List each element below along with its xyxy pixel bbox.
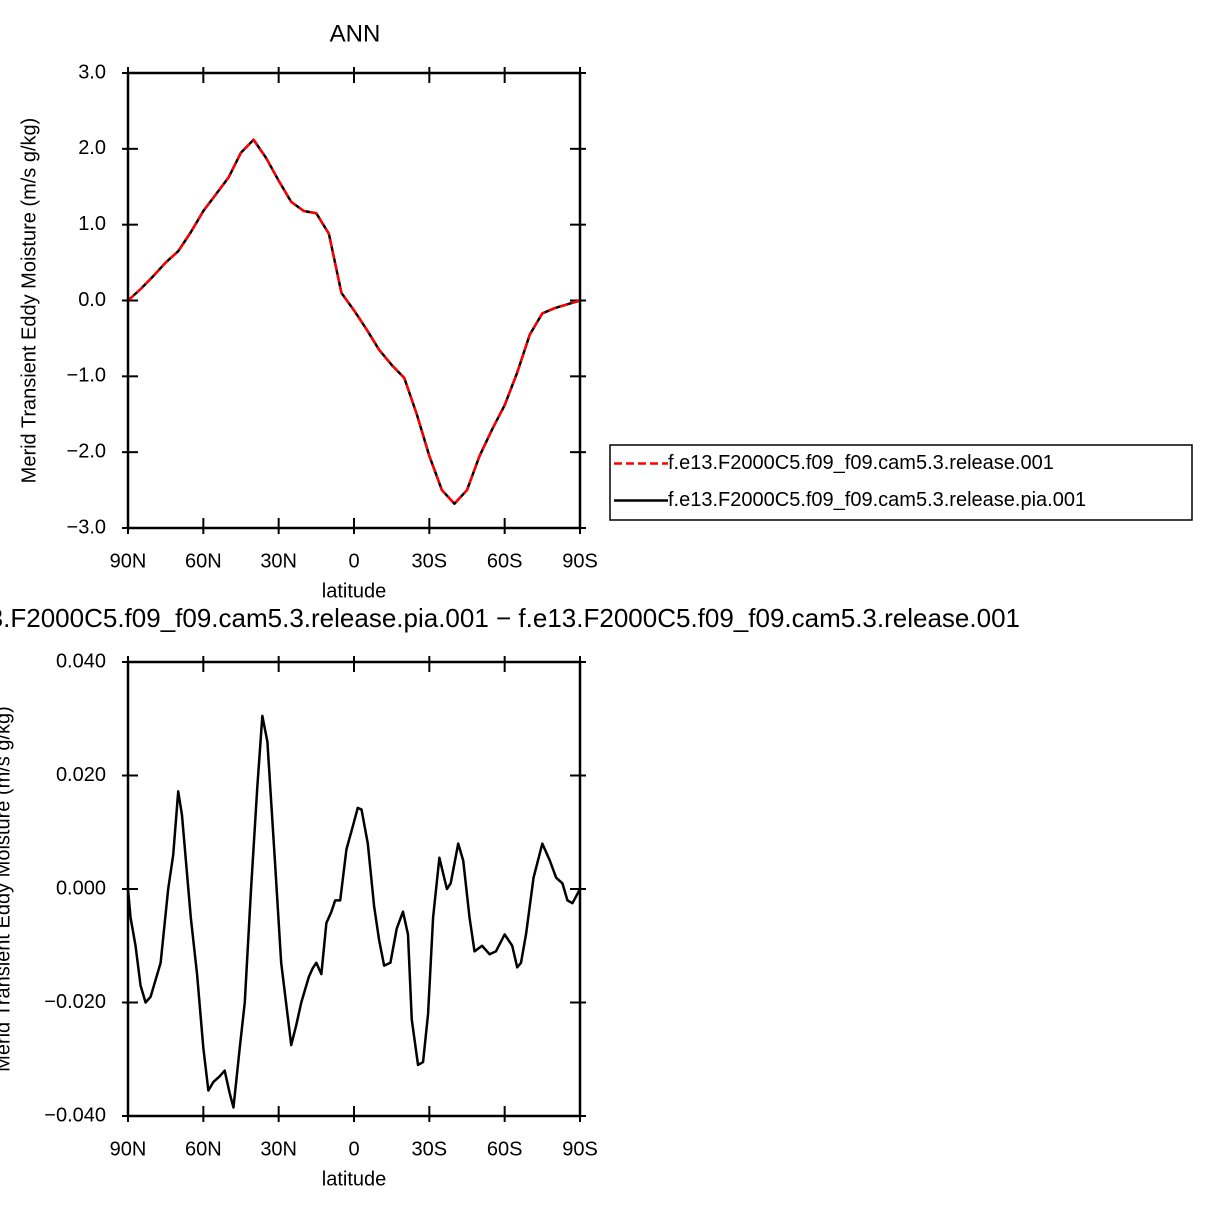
x-tick-label: 60N (185, 550, 222, 572)
data-line (126, 714, 582, 1109)
chart-title: f.e13.F2000C5.f09_f09.cam5.3.release.pia… (0, 603, 1020, 633)
data-line (127, 138, 581, 505)
plot-frame (126, 660, 582, 1118)
y-tick-label: −2.0 (67, 440, 106, 462)
x-tick-label: 90N (110, 550, 147, 572)
y-tick-label: 2.0 (78, 137, 106, 159)
plot-frame (126, 71, 582, 530)
x-tick-label: 0 (348, 1138, 359, 1160)
y-tick-label: −0.040 (44, 1104, 106, 1126)
y-tick-label: −3.0 (67, 516, 106, 538)
data-line (127, 138, 581, 505)
y-tick-label: 0.040 (56, 650, 106, 672)
y-tick-label: −0.020 (44, 991, 106, 1013)
chart-title: ANN (330, 20, 381, 47)
legend-label: f.e13.F2000C5.f09_f09.cam5.3.release.pia… (668, 489, 1086, 511)
x-tick-label: 30N (260, 1138, 297, 1160)
x-tick-label: 60S (487, 1138, 523, 1160)
x-tick-label: 90S (562, 550, 598, 572)
x-tick-label: 90N (110, 1138, 147, 1160)
x-tick-label: 60S (487, 550, 523, 572)
x-axis-label: latitude (322, 580, 387, 602)
y-tick-label: 1.0 (78, 213, 106, 235)
x-axis-label: latitude (322, 1168, 387, 1190)
x-tick-label: 0 (348, 550, 359, 572)
y-tick-label: 3.0 (78, 61, 106, 83)
x-tick-label: 90S (562, 1138, 598, 1160)
y-tick-label: 0.0 (78, 289, 106, 311)
y-tick-label: −1.0 (67, 365, 106, 387)
y-tick-label: 0.020 (56, 764, 106, 786)
y-axis-label: Merid Transient Eddy Moisture (m/s g/kg) (18, 118, 40, 484)
y-axis-label: Merid Transient Eddy Moisture (m/s g/kg) (0, 706, 14, 1072)
x-tick-label: 30S (412, 550, 448, 572)
x-tick-label: 30S (412, 1138, 448, 1160)
legend-box (609, 444, 1193, 521)
x-tick-label: 60N (185, 1138, 222, 1160)
legend-label: f.e13.F2000C5.f09_f09.cam5.3.release.001 (668, 452, 1054, 474)
x-tick-label: 30N (260, 550, 297, 572)
y-tick-label: 0.000 (56, 877, 106, 899)
